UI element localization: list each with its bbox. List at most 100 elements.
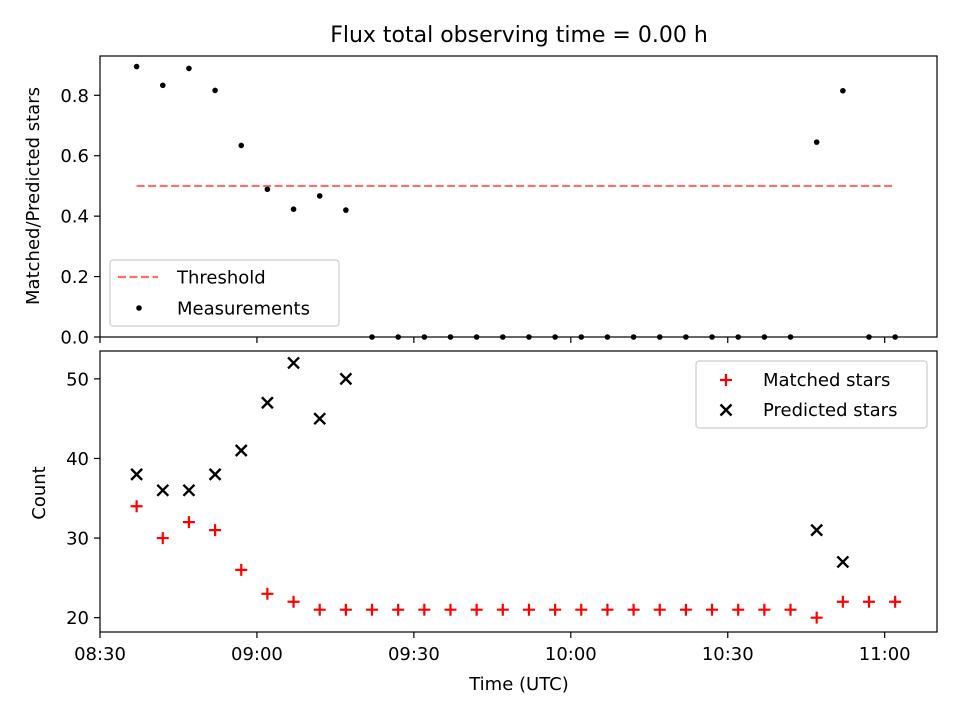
legend-threshold-label: Threshold (176, 268, 266, 289)
y-tick-label: 20 (66, 608, 89, 629)
legend-measurements-label: Measurements (177, 299, 310, 320)
matched-star-point (627, 603, 640, 616)
matched-star-point (862, 595, 875, 608)
matched-star-point (601, 603, 614, 616)
matched-star-point (758, 603, 771, 616)
measurement-point (630, 334, 637, 340)
measurement-point (787, 334, 794, 340)
y-tick-label: 30 (66, 529, 89, 550)
legend-matched-label: Matched stars (763, 370, 890, 391)
matched-star-point (339, 603, 352, 616)
measurement-point (421, 334, 428, 340)
measurement-point (892, 334, 898, 340)
measurement-point (264, 186, 271, 193)
axes-frame (99, 350, 938, 633)
legend-predicted-swatch (719, 403, 733, 417)
y-tick-label: 0.6 (60, 146, 89, 167)
predicted-star-point (156, 483, 170, 497)
predicted-star-point (810, 523, 824, 537)
measurement-point (159, 82, 166, 89)
measurement-point (500, 334, 506, 340)
measurement-point (578, 334, 585, 340)
y-tick-label: 0.0 (60, 328, 89, 349)
top-legend: Threshold Measurements (109, 259, 340, 327)
measurement-point (813, 139, 820, 145)
predicted-star-point (208, 468, 222, 481)
matched-star-point (418, 603, 431, 616)
matched-star-point (784, 603, 797, 616)
measurement-point (133, 63, 140, 70)
matched-star-point (653, 603, 666, 616)
x-axis-label: Time (UTC) (468, 674, 569, 695)
matched-star-point (679, 603, 692, 616)
predicted-star-point (313, 412, 327, 426)
measurement-point (761, 334, 768, 340)
measurement-point (866, 334, 872, 340)
measurement-point (290, 206, 297, 212)
x-tick-label: 09:30 (388, 644, 440, 665)
matched-star-point (366, 603, 379, 616)
matched-star-point (496, 603, 509, 616)
measurement-point (552, 334, 558, 340)
bottom-panel: Count Time (UTC) 20 30 40 50 08:30 09:00 09:30… (29, 350, 938, 695)
matched-star-point (810, 611, 823, 624)
bottom-legend: Matched stars Predicted stars (695, 360, 928, 429)
measurement-point (709, 334, 715, 340)
matched-star-point (470, 603, 483, 616)
measurement-point (683, 334, 689, 340)
x-tick-label: 08:30 (74, 644, 126, 665)
matched-star-point (235, 563, 248, 576)
measurement-point (447, 334, 454, 340)
y-tick-label: 0.2 (60, 267, 89, 288)
matched-star-point (444, 603, 457, 616)
top-y-axis-label: Matched/Predicted stars (23, 87, 44, 305)
predicted-star-point (339, 372, 353, 386)
x-tick-label: 11:00 (859, 644, 911, 665)
matched-star-point (392, 603, 405, 616)
matched-star-point (836, 595, 849, 608)
top-panel: Matched/Predicted stars 0.0 0.2 0.4 0.6 0.8 T… (23, 55, 938, 349)
matched-star-point (287, 595, 300, 608)
bottom-y-axis-label: Count (29, 466, 50, 519)
predicted-star-point (261, 396, 274, 410)
matched-star-point (522, 603, 535, 616)
x-tick-label: 09:00 (231, 644, 283, 665)
matched-star-point (732, 603, 745, 616)
y-tick-label: 0.8 (60, 86, 89, 107)
chart-title: Flux total observing time = 0.00 h (330, 23, 708, 48)
matched-star-point (706, 603, 719, 616)
legend-predicted-label: Predicted stars (763, 400, 897, 421)
matched-star-point (549, 603, 562, 616)
measurement-point (186, 65, 192, 72)
legend-measurements-swatch (136, 305, 142, 311)
legend-matched-swatch (720, 374, 732, 386)
matched-star-point (889, 595, 902, 608)
measurement-point (369, 334, 375, 340)
predicted-star-point (836, 555, 850, 569)
matched-star-point (261, 587, 274, 600)
matched-star-point (575, 603, 588, 616)
measurement-point (343, 207, 349, 213)
predicted-star-point (234, 444, 248, 457)
measurement-point (604, 334, 611, 340)
legend-frame (695, 360, 928, 429)
legend-frame (109, 259, 340, 327)
matched-star-point (313, 603, 326, 616)
measurement-point (316, 193, 323, 199)
predicted-star-point (130, 468, 143, 481)
measurement-point (526, 334, 532, 340)
measurement-point (212, 87, 218, 94)
measurement-point (735, 334, 742, 340)
measurement-point (395, 334, 401, 340)
x-tick-label: 10:00 (545, 644, 597, 665)
measurement-point (840, 87, 846, 94)
predicted-star-point (287, 356, 300, 370)
x-tick-label: 10:30 (702, 644, 754, 665)
y-tick-label: 40 (66, 449, 89, 470)
matched-star-point (209, 524, 222, 537)
measurement-point (656, 334, 663, 340)
y-tick-label: 50 (66, 369, 89, 390)
matched-star-point (130, 500, 143, 513)
